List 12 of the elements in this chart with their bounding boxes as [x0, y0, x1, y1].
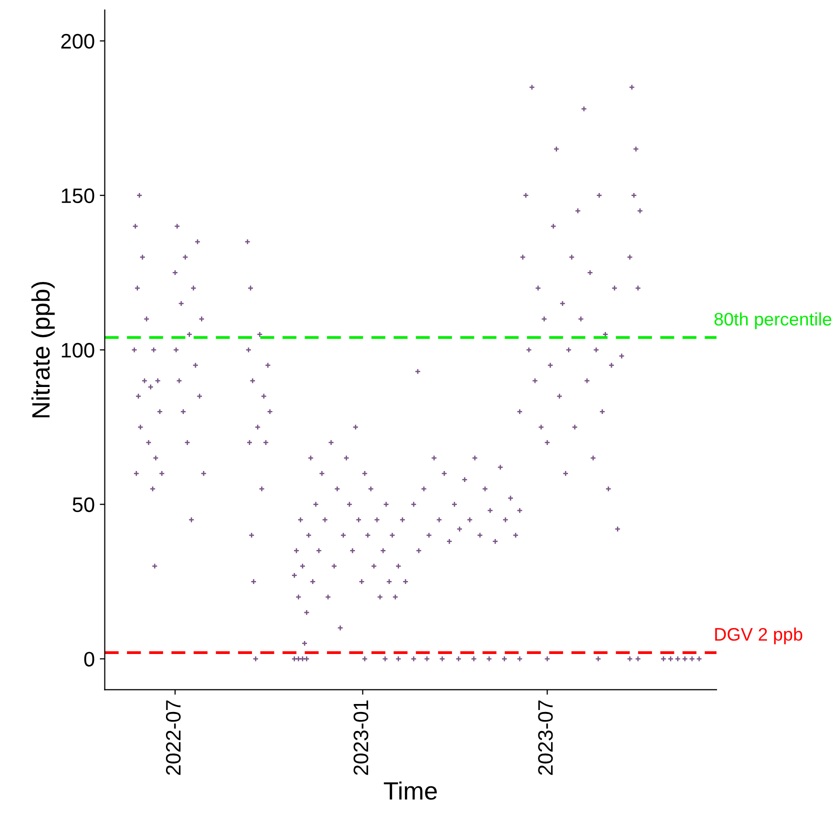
y-tick-label: 100: [62, 342, 94, 358]
y-tick-label: 0: [84, 652, 94, 667]
ref-line-label: 80th percentile: [714, 312, 832, 330]
x-tick-label: 2023-01: [354, 700, 368, 775]
x-axis-title: Time: [384, 781, 437, 800]
x-tick-label: 2022-07: [166, 700, 181, 775]
ref-line-label: DGV 2 ppb: [715, 627, 802, 644]
y-tick-label: 50: [72, 497, 94, 512]
x-tick-label: 2023-07: [538, 700, 553, 775]
y-axis-title: Nitrate (ppb): [31, 282, 55, 418]
y-tick-label: 150: [62, 188, 94, 204]
y-tick-label: 200: [61, 34, 94, 49]
